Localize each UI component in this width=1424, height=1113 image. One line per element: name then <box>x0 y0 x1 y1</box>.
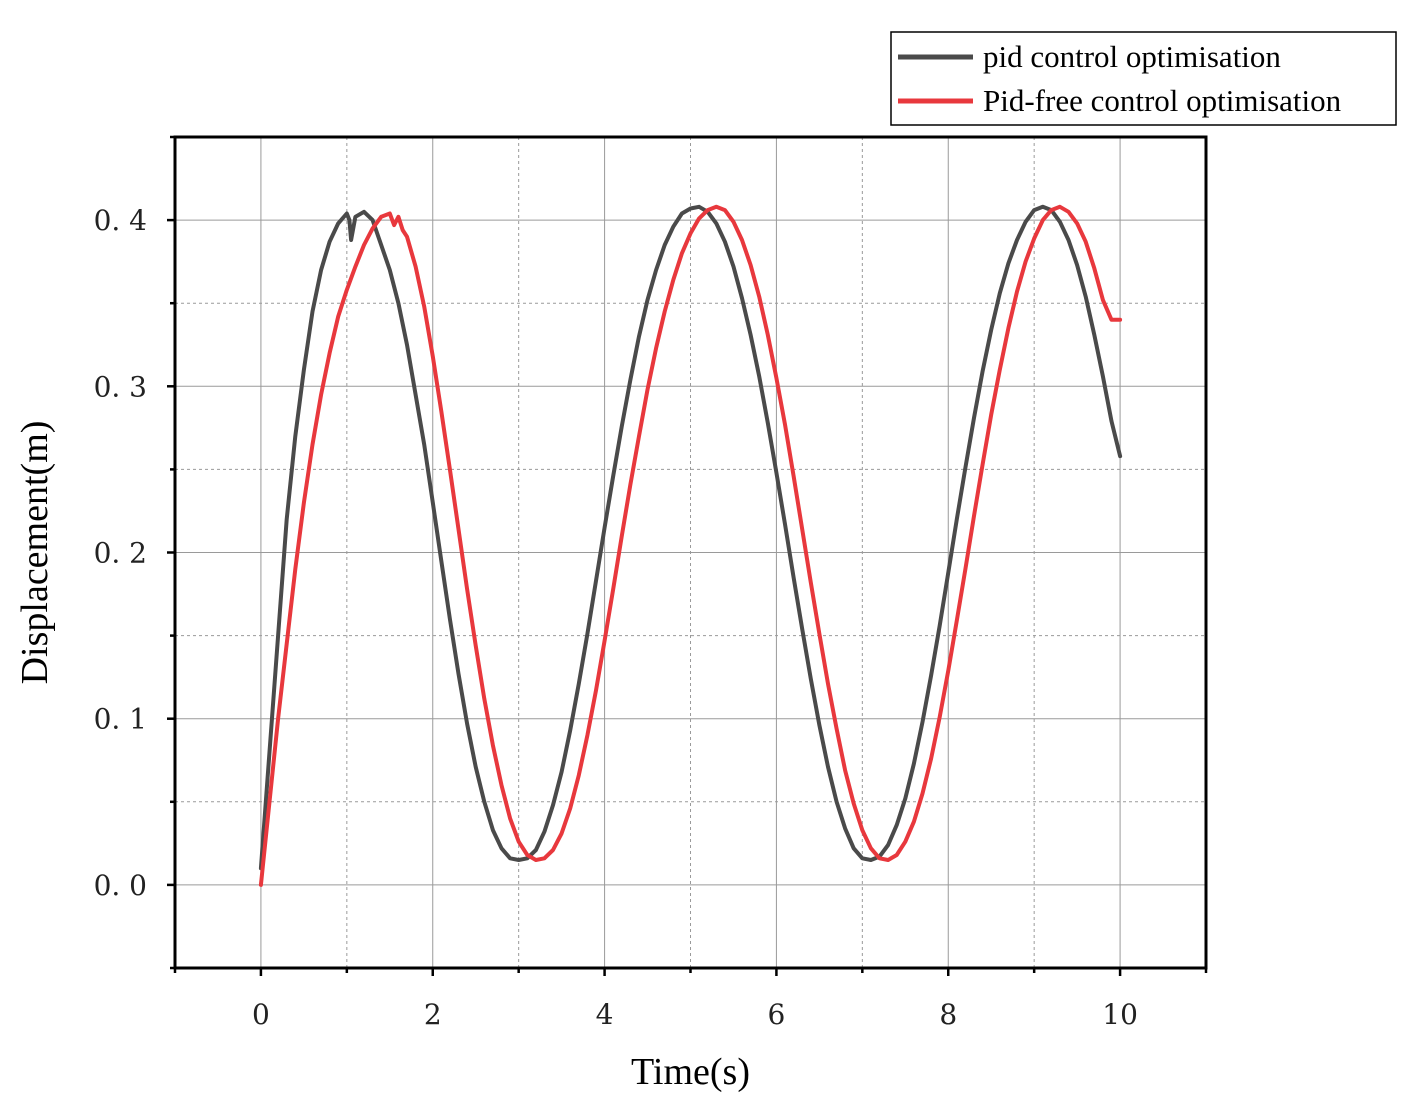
legend-label-pid-free: Pid-free control optimisation <box>983 83 1342 118</box>
grid <box>174 136 1207 969</box>
series-line-pid-free <box>258 204 1123 887</box>
legend: pid control optimisation Pid-free contro… <box>890 31 1397 126</box>
y-tick-label: 0. 1 <box>94 703 147 736</box>
legend-label-pid: pid control optimisation <box>983 39 1281 74</box>
x-tick-label: 10 <box>1102 998 1138 1031</box>
x-tick-label: 2 <box>424 998 442 1031</box>
x-tick-label: 0 <box>252 998 270 1031</box>
x-axis-title: Time(s) <box>631 1051 750 1093</box>
legend-box <box>890 31 1397 126</box>
axis-ticks <box>167 135 1208 976</box>
y-tick-label: 0. 3 <box>94 370 147 403</box>
y-tick-label: 0. 4 <box>94 204 147 237</box>
tick-labels: 0 2 4 6 8 10 0. 0 0. 1 0. 2 0. 3 0. 4 <box>94 204 1138 1031</box>
x-tick-label: 4 <box>596 998 614 1031</box>
y-tick-label: 0. 2 <box>94 537 147 570</box>
x-tick-label: 8 <box>939 998 957 1031</box>
x-tick-label: 6 <box>768 998 786 1031</box>
series-line-pid <box>258 204 1123 871</box>
y-tick-label: 0. 0 <box>94 869 147 902</box>
y-axis-title: Displacement(m) <box>14 421 56 685</box>
series-layer <box>258 204 1123 887</box>
